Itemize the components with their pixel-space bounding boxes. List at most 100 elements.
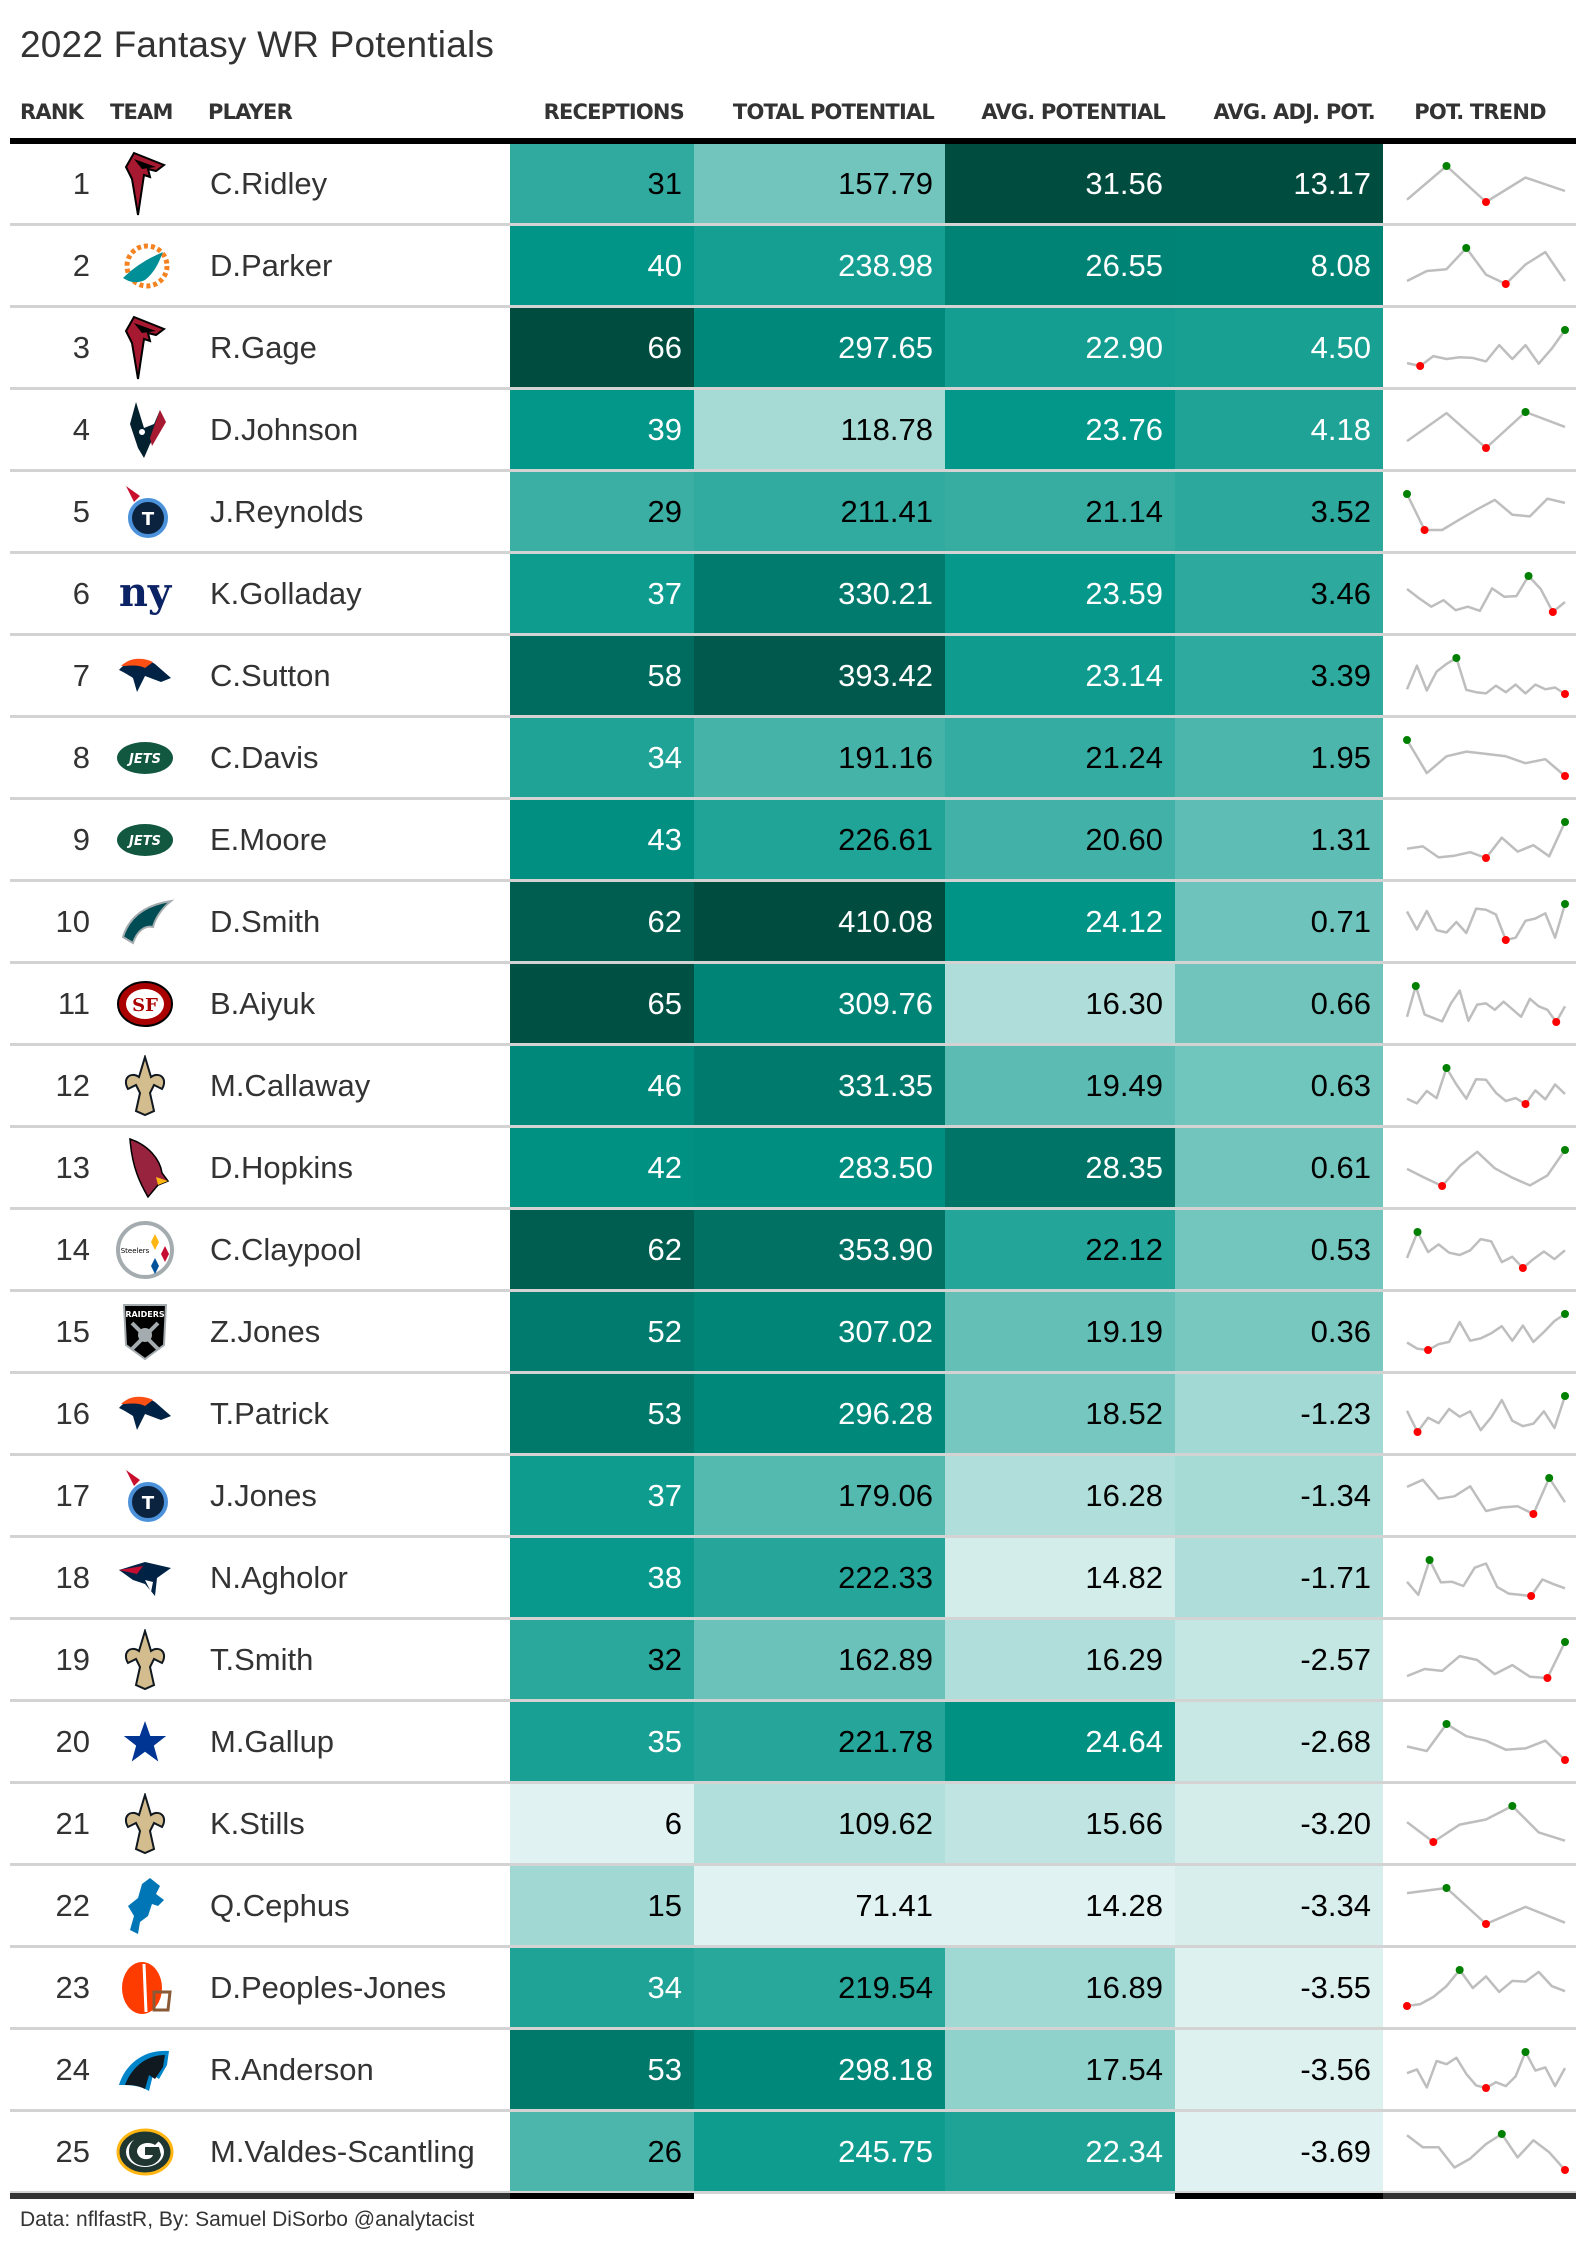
svg-text:SF: SF [132, 995, 158, 1016]
trend-line [1406, 164, 1566, 204]
trend-max-point [1561, 818, 1569, 826]
total-potential-cell: 393.42 [694, 636, 945, 715]
trend-min-point [1438, 1182, 1447, 1190]
pot-trend-sparkline [1383, 226, 1576, 305]
avg-potential-cell: 22.12 [945, 1210, 1175, 1289]
avg-adj-pot-cell: -1.23 [1175, 1374, 1383, 1453]
trend-min-point [1543, 1674, 1552, 1682]
table-row: 10 D.Smith 62 410.08 24.12 0.71 [10, 882, 1576, 964]
player-name: D.Johnson [210, 412, 359, 447]
trend-min-point [1482, 854, 1490, 862]
avg-adj-pot-cell: 4.18 [1175, 390, 1383, 469]
team-logo-icon [110, 1374, 180, 1453]
receptions-cell: 58 [510, 636, 694, 715]
trend-max-point [1497, 2130, 1506, 2138]
avg-adj-pot-cell: 3.39 [1175, 636, 1383, 715]
header-rank: RANK [20, 100, 84, 124]
pot-trend-sparkline [1383, 472, 1576, 551]
receptions-cell: 66 [510, 308, 694, 387]
total-potential-cell: 222.33 [694, 1538, 945, 1617]
player-name: E.Moore [210, 822, 328, 857]
table-row: 24 R.Anderson 53 298.18 17.54 -3.56 [10, 2030, 1576, 2112]
avg-potential-cell: 21.24 [945, 718, 1175, 797]
trend-max-point [1561, 1638, 1569, 1646]
avg-potential-cell: 22.90 [945, 308, 1175, 387]
avg-potential-cell: 14.82 [945, 1538, 1175, 1617]
total-potential-cell: 330.21 [694, 554, 945, 633]
avg-adj-pot-cell: -3.69 [1175, 2112, 1383, 2191]
total-potential-cell: 298.18 [694, 2030, 945, 2109]
table-row: 14 Steelers C.Claypool 62 353.90 22.12 0.53 [10, 1210, 1576, 1292]
trend-line [1405, 903, 1567, 942]
rank-cell: 13 [55, 1150, 90, 1185]
trend-min-point [1561, 2166, 1569, 2174]
table-row: 18 N.Agholor 38 222.33 14.82 -1.71 [10, 1538, 1576, 1620]
rank-cell: 4 [72, 412, 90, 447]
receptions-cell: 37 [510, 554, 694, 633]
receptions-cell: 34 [510, 1948, 694, 2027]
trend-line [1406, 329, 1567, 368]
avg-potential-cell: 15.66 [945, 1784, 1175, 1863]
player-name: D.Peoples-Jones [210, 1970, 447, 2005]
team-logo-icon [110, 2030, 180, 2109]
header-total-potential: TOTAL POTENTIAL [732, 100, 935, 124]
trend-line [1406, 574, 1566, 614]
trend-line [1406, 1066, 1566, 1106]
trend-line [1406, 1149, 1567, 1188]
total-potential-cell: 109.62 [694, 1784, 945, 1863]
rank-cell: 22 [55, 1888, 90, 1923]
receptions-cell: 35 [510, 1702, 694, 1781]
trend-line [1406, 1886, 1566, 1926]
player-name: C.Ridley [210, 166, 328, 201]
team-logo-icon [110, 308, 180, 387]
avg-adj-pot-cell: 0.61 [1175, 1128, 1383, 1207]
rank-cell: 21 [55, 1806, 90, 1841]
avg-adj-pot-cell: 3.52 [1175, 472, 1383, 551]
trend-line [1405, 493, 1566, 532]
avg-adj-pot-cell: -3.56 [1175, 2030, 1383, 2109]
total-potential-cell: 296.28 [694, 1374, 945, 1453]
trend-min-point [1482, 2084, 1490, 2092]
trend-line [1406, 246, 1567, 286]
receptions-cell: 52 [510, 1292, 694, 1371]
receptions-cell: 39 [510, 390, 694, 469]
player-name: D.Parker [210, 248, 333, 283]
trend-min-point [1501, 280, 1510, 288]
trend-max-point [1442, 1064, 1451, 1072]
receptions-cell: 32 [510, 1620, 694, 1699]
avg-adj-pot-cell: -3.20 [1175, 1784, 1383, 1863]
receptions-cell: 42 [510, 1128, 694, 1207]
avg-adj-pot-cell: 0.53 [1175, 1210, 1383, 1289]
player-name: T.Smith [210, 1642, 314, 1677]
pot-trend-sparkline [1383, 718, 1576, 797]
rank-cell: 5 [72, 494, 90, 529]
trend-max-point [1455, 1966, 1464, 1974]
receptions-cell: 62 [510, 882, 694, 961]
avg-adj-pot-cell: -3.34 [1175, 1866, 1383, 1945]
pot-trend-sparkline [1383, 1784, 1576, 1863]
total-potential-cell: 238.98 [694, 226, 945, 305]
trend-max-point [1561, 326, 1569, 334]
pot-trend-sparkline [1383, 2030, 1576, 2109]
rank-cell: 14 [55, 1232, 90, 1267]
avg-potential-cell: 16.28 [945, 1456, 1175, 1535]
player-name: R.Gage [210, 330, 317, 365]
player-name: M.Callaway [210, 1068, 371, 1103]
pot-trend-sparkline [1383, 882, 1576, 961]
receptions-cell: 29 [510, 472, 694, 551]
rank-cell: 19 [55, 1642, 90, 1677]
trend-line [1406, 1312, 1566, 1352]
pot-trend-sparkline [1383, 964, 1576, 1043]
pot-trend-sparkline [1383, 1866, 1576, 1945]
receptions-cell: 38 [510, 1538, 694, 1617]
svg-text:JETS: JETS [126, 752, 161, 767]
header-player: PLAYER [208, 100, 293, 124]
receptions-cell: 62 [510, 1210, 694, 1289]
team-logo-icon [110, 1620, 180, 1699]
trend-min-point [1403, 2002, 1411, 2010]
bottom-rule-receptions [510, 2193, 694, 2199]
rank-cell: 18 [55, 1560, 90, 1595]
trend-min-point [1548, 608, 1557, 616]
rank-cell: 3 [72, 330, 90, 365]
team-logo-icon [110, 1046, 180, 1125]
